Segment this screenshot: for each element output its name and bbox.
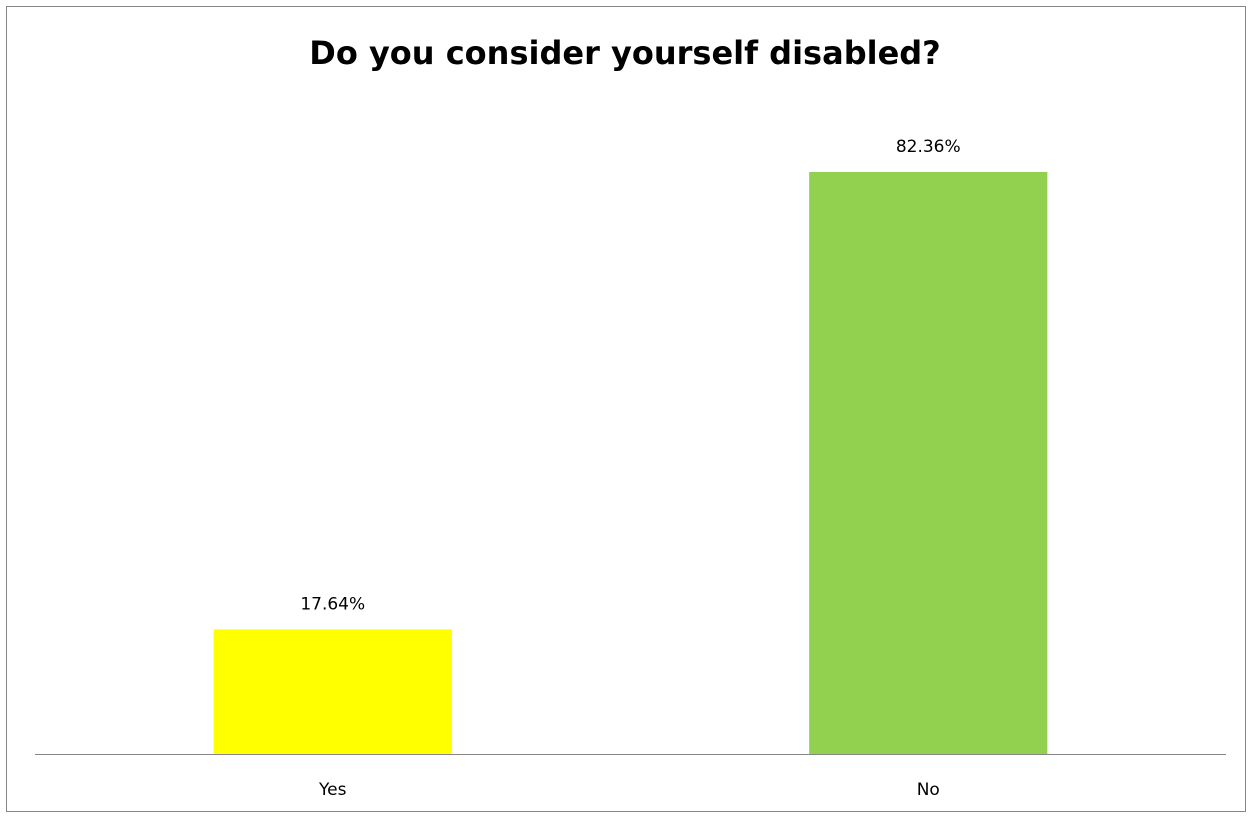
bar-yes xyxy=(213,629,452,754)
data-label-no: 82.36% xyxy=(896,137,961,157)
bar-no xyxy=(809,172,1048,754)
bars-group: 17.64% Yes 82.36% No xyxy=(213,137,1048,800)
chart-title: Do you consider yourself disabled? xyxy=(309,34,941,72)
category-label-no: No xyxy=(917,780,940,800)
category-label-yes: Yes xyxy=(318,780,347,800)
data-label-yes: 17.64% xyxy=(300,594,365,614)
